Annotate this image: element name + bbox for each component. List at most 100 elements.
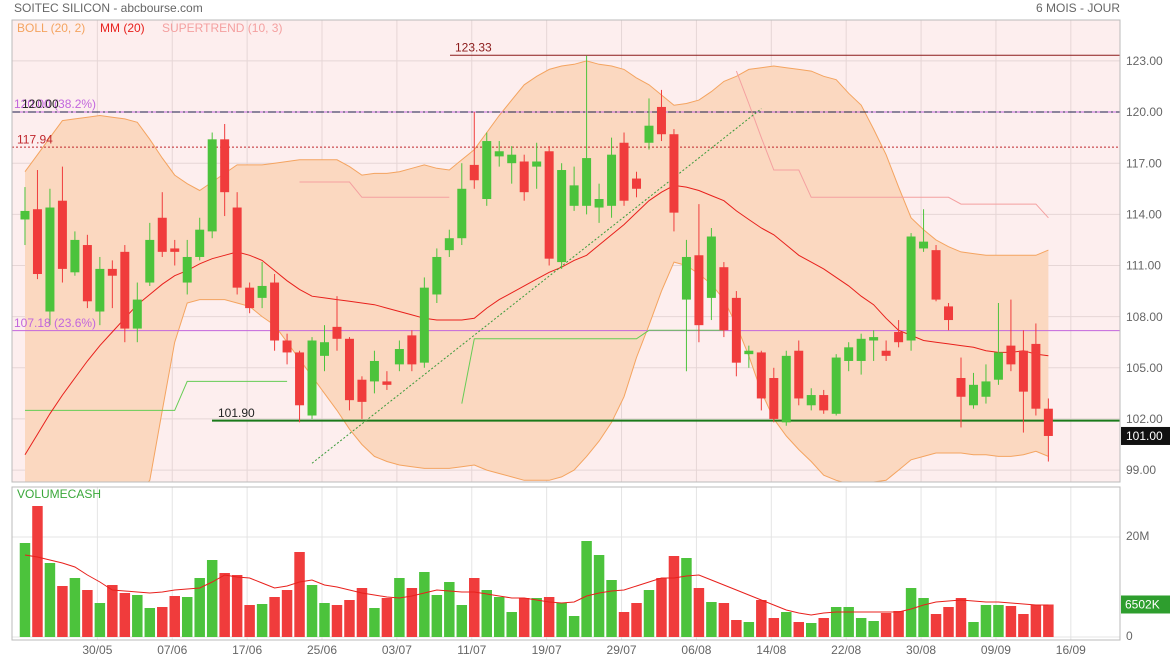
volume-bar bbox=[431, 595, 443, 637]
volume-plot bbox=[12, 487, 1120, 640]
volume-bar bbox=[855, 618, 867, 637]
bollinger-upper bbox=[24, 60, 1049, 256]
candle-body bbox=[132, 299, 142, 329]
mm-line bbox=[24, 184, 1049, 455]
volume-bar bbox=[606, 580, 617, 637]
supertrend-support bbox=[25, 329, 724, 411]
x-tick-label: 25/06 bbox=[307, 643, 337, 657]
volume-bar bbox=[206, 560, 218, 637]
fibo-label: 120.00 (38.2%) bbox=[14, 97, 96, 111]
candle-body bbox=[444, 238, 454, 251]
trendline bbox=[311, 108, 762, 464]
y-tick-label: 0 bbox=[1126, 629, 1133, 643]
y-tick-label: 111.00 bbox=[1126, 259, 1161, 273]
volume-bar bbox=[980, 605, 992, 637]
x-tick-label: 07/06 bbox=[157, 643, 187, 657]
x-tick-label: 03/07 bbox=[382, 643, 412, 657]
candle-body bbox=[207, 139, 217, 232]
volume-bar bbox=[593, 555, 605, 637]
candle-body bbox=[731, 297, 741, 363]
candle-body bbox=[195, 229, 205, 257]
volume-bar bbox=[181, 597, 193, 637]
candle-body bbox=[245, 287, 255, 309]
volume-bar bbox=[993, 605, 1004, 637]
volume-bar bbox=[1043, 604, 1054, 637]
volume-bar bbox=[32, 506, 43, 637]
volume-bar bbox=[157, 607, 168, 637]
candle-body bbox=[656, 106, 666, 135]
candle-body bbox=[706, 236, 716, 298]
candle-body bbox=[494, 151, 504, 157]
volume-bar bbox=[781, 612, 792, 637]
volume-bar bbox=[743, 622, 755, 637]
volume-bar bbox=[1018, 614, 1029, 637]
candle-body bbox=[82, 245, 92, 302]
y-tick-label: 105.00 bbox=[1126, 361, 1163, 375]
candle-body bbox=[769, 378, 779, 419]
candle-body bbox=[894, 331, 904, 343]
x-tick-label: 30/05 bbox=[82, 643, 112, 657]
volume-bar bbox=[556, 603, 567, 637]
candle-body bbox=[544, 151, 554, 259]
volume-bar bbox=[543, 597, 555, 637]
candle-body bbox=[182, 256, 192, 283]
y-tick-label: 123.00 bbox=[1126, 54, 1163, 68]
candle-body bbox=[619, 142, 629, 201]
volume-bar bbox=[469, 578, 480, 637]
candle-body bbox=[632, 178, 642, 189]
level-label: 120.00 bbox=[22, 97, 59, 111]
volume-bar bbox=[618, 612, 630, 637]
candle-body bbox=[282, 340, 292, 353]
candle-body bbox=[644, 125, 654, 143]
volume-bar bbox=[493, 597, 505, 637]
candle-body bbox=[607, 154, 617, 206]
y-tick-label: 102.00 bbox=[1126, 412, 1163, 426]
volume-bar bbox=[69, 578, 81, 637]
volume-bar bbox=[57, 586, 68, 637]
y-tick-label: 99.00 bbox=[1126, 463, 1156, 477]
x-tick-label: 09/09 bbox=[981, 643, 1011, 657]
volume-bar bbox=[444, 582, 455, 637]
candle-body bbox=[32, 209, 42, 275]
x-tick-label: 19/07 bbox=[532, 643, 562, 657]
candle-body bbox=[681, 256, 691, 300]
candle-body bbox=[382, 381, 392, 385]
volume-bar bbox=[369, 608, 380, 637]
candle-body bbox=[906, 236, 916, 341]
candle-body bbox=[307, 340, 317, 416]
x-tick-label: 11/07 bbox=[457, 643, 486, 657]
volume-bar bbox=[930, 614, 942, 637]
candle-body bbox=[20, 210, 30, 220]
candle-body bbox=[107, 268, 117, 276]
candle-body bbox=[232, 207, 242, 288]
volume-bar bbox=[331, 605, 343, 637]
volume-bar bbox=[169, 596, 180, 637]
volume-bar bbox=[144, 608, 156, 637]
candle-body bbox=[856, 338, 866, 361]
volume-bar bbox=[381, 598, 393, 637]
volume-bar bbox=[132, 595, 143, 637]
candle-body bbox=[320, 342, 329, 356]
candle-body bbox=[781, 355, 791, 423]
candle-body bbox=[170, 248, 180, 252]
candle-body bbox=[756, 352, 766, 399]
candle-body bbox=[981, 381, 991, 397]
candle-body bbox=[469, 164, 479, 181]
volume-bar bbox=[568, 616, 580, 637]
x-tick-label: 06/08 bbox=[681, 643, 711, 657]
candle-body bbox=[869, 337, 879, 341]
bollinger-fill bbox=[25, 60, 1049, 482]
volume-bar bbox=[718, 603, 730, 637]
x-tick-label: 22/08 bbox=[831, 643, 861, 657]
candle-body bbox=[968, 384, 978, 406]
supertrend-resistance bbox=[299, 70, 1049, 219]
candle-body bbox=[956, 378, 966, 397]
candle-body bbox=[95, 268, 105, 312]
volume-title: VOLUMECASH bbox=[17, 487, 101, 501]
candle-body bbox=[220, 139, 230, 193]
chart-title: SOITEC SILICON - abcbourse.com bbox=[14, 1, 203, 15]
volume-bar bbox=[905, 588, 917, 637]
candle-body bbox=[407, 335, 417, 365]
volume-bar bbox=[955, 598, 967, 637]
volume-bar bbox=[643, 590, 655, 637]
